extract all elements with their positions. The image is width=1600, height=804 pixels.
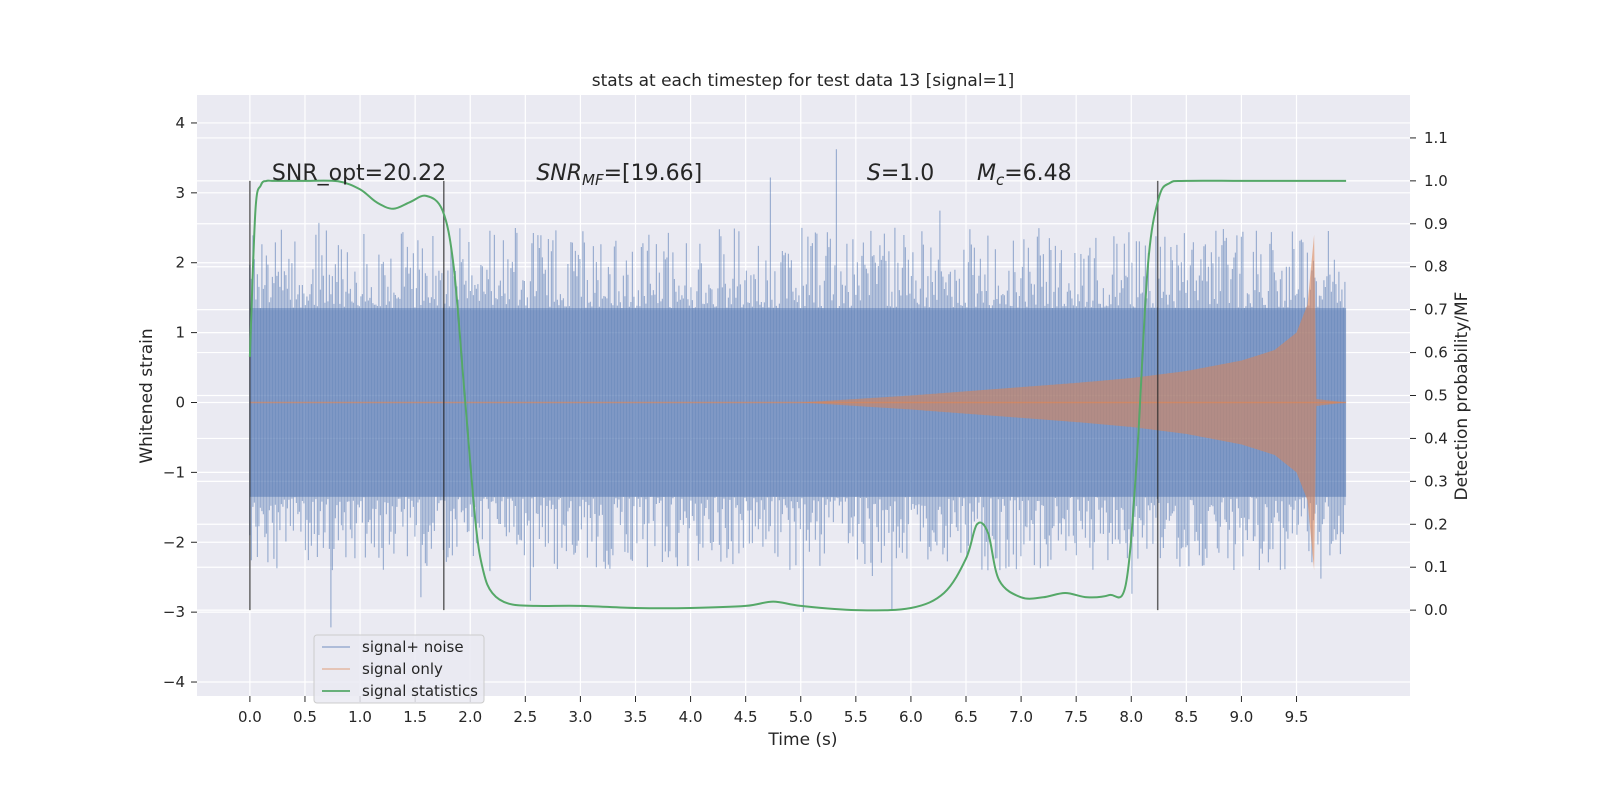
- x-tick-label: 1.5: [403, 708, 427, 726]
- chart-title: stats at each timestep for test data 13 …: [592, 71, 1015, 91]
- y2-tick-label: 0.8: [1424, 258, 1448, 276]
- x-tick-label: 5.5: [844, 708, 868, 726]
- x-tick-label: 0.5: [293, 708, 317, 726]
- x-tick-label: 0.0: [238, 708, 262, 726]
- annotation-mc: Mc=6.48: [977, 161, 1072, 189]
- annotation-snr-mf: SNRMF=[19.66]: [536, 161, 702, 189]
- x-tick-label: 4.5: [734, 708, 758, 726]
- x-tick-label: 3.5: [624, 708, 648, 726]
- y-tick-label: −3: [163, 603, 185, 621]
- y2-tick-label: 0.7: [1424, 301, 1448, 319]
- vertical-markers: [249, 180, 1159, 611]
- y2-tick-label: 0.3: [1424, 472, 1448, 490]
- y-tick-label: −4: [163, 673, 185, 691]
- y2-tick-label: 0.0: [1424, 601, 1448, 619]
- legend-box: [313, 634, 485, 704]
- y-axis-label: Whitened strain: [137, 328, 157, 463]
- x-tick-label: 6.0: [899, 708, 923, 726]
- x-tick-label: 2.0: [458, 708, 482, 726]
- y-tick-label: 4: [175, 114, 185, 132]
- x-axis-label: Time (s): [767, 730, 837, 750]
- legend-label-signal-plus-noise: signal+ noise: [362, 638, 464, 656]
- series-signal-statistics: [248, 179, 1347, 612]
- annotation-snr-opt: SNR_opt=20.22: [272, 161, 446, 186]
- y2-tick-label: 1.1: [1424, 129, 1448, 147]
- axes: 0.0 0.5 1.0 1.5 2.0 2.5 3.0 3.5 4.0 4.5 5.0 5.5 6.0 6…: [163, 114, 1448, 726]
- y2-tick-label: 0.1: [1424, 558, 1448, 576]
- legend: signal+ noise signal only signal statist…: [313, 634, 485, 704]
- y-tick-label: 2: [175, 254, 185, 272]
- signal-statistics-line: [248, 179, 1347, 612]
- x-tick-label: 7.0: [1009, 708, 1033, 726]
- y-tick-label: −1: [163, 463, 185, 481]
- y2-tick-label: 0.2: [1424, 515, 1448, 533]
- legend-label-signal-only: signal only: [362, 660, 443, 678]
- x-tick-label: 8.5: [1174, 708, 1198, 726]
- signal-envelope: [800, 234, 1347, 571]
- series-signal-only: [249, 234, 1347, 571]
- x-tick-label: 4.0: [679, 708, 703, 726]
- x-tick-label: 8.0: [1119, 708, 1143, 726]
- x-tick-label: 9.0: [1230, 708, 1254, 726]
- x-tick-label: 1.0: [348, 708, 372, 726]
- x-tick-label: 7.5: [1064, 708, 1088, 726]
- y-tick-label: 3: [175, 184, 185, 202]
- annotations: SNR_opt=20.22 SNRMF=[19.66] S=1.0 Mc=6.48: [272, 161, 1072, 189]
- y2-tick-label: 1.0: [1424, 172, 1448, 190]
- y-tick-label: 0: [175, 393, 185, 411]
- legend-label-signal-statistics: signal statistics: [362, 682, 478, 700]
- y-tick-label: −2: [163, 533, 185, 551]
- x-tick-label: 3.0: [568, 708, 592, 726]
- y-tick-label: 1: [175, 324, 185, 342]
- x-tick-label: 9.5: [1285, 708, 1309, 726]
- y2-tick-label: 0.6: [1424, 344, 1448, 362]
- x-tick-label: 6.5: [954, 708, 978, 726]
- y2-tick-label: 0.5: [1424, 387, 1448, 405]
- y2-axis-label: Detection probability/MF: [1452, 292, 1472, 501]
- y2-tick-label: 0.9: [1424, 215, 1448, 233]
- annotation-s: S=1.0: [867, 161, 934, 186]
- y2-tick-label: 0.4: [1424, 429, 1448, 447]
- x-tick-label: 2.5: [513, 708, 537, 726]
- x-tick-label: 5.0: [789, 708, 813, 726]
